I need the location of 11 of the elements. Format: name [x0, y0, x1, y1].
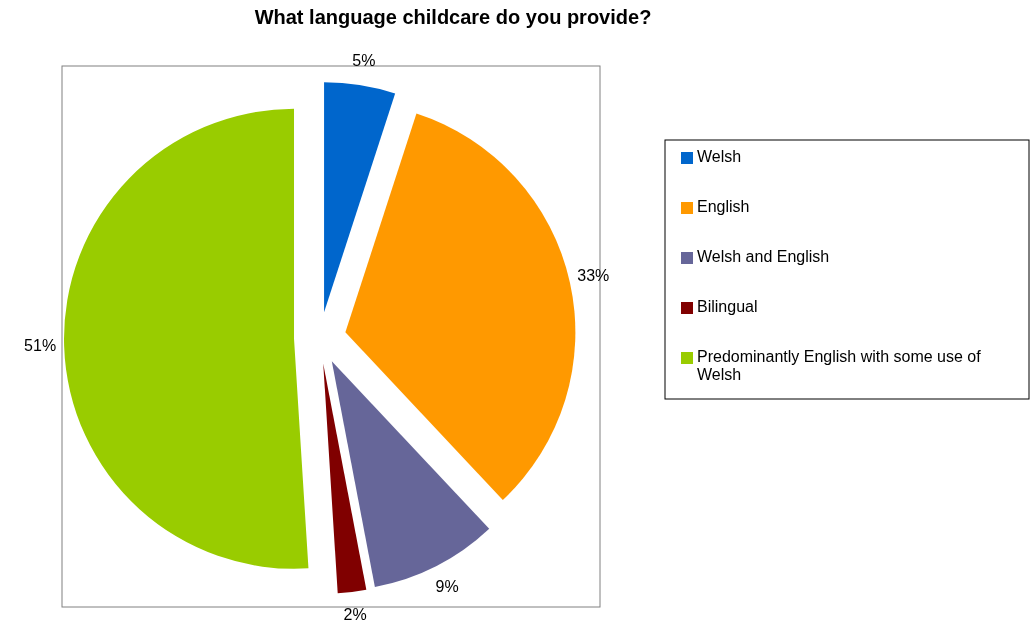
data-label: 9%: [435, 577, 459, 595]
legend-label: Welsh and English: [697, 248, 830, 266]
legend-label: Bilingual: [697, 298, 758, 316]
data-label: 2%: [343, 606, 367, 624]
legend-label: English: [697, 198, 750, 216]
legend-label: Predominantly English with some use of Welsh: [697, 348, 982, 384]
chart-title: What language childcare do you provide?: [254, 6, 652, 28]
legend-label: Welsh: [697, 148, 742, 166]
data-label: 5%: [352, 51, 376, 69]
data-label: 33%: [577, 267, 610, 285]
data-label: 51%: [24, 337, 57, 355]
